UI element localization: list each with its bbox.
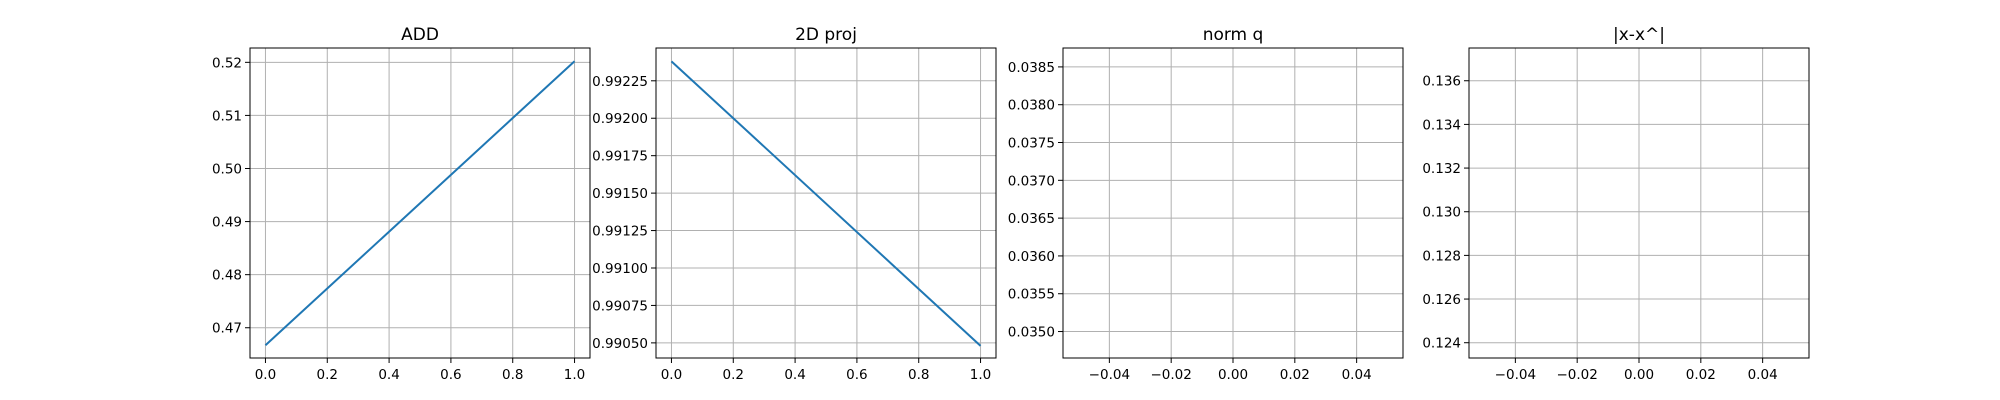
x-tick-label: 0.6 (846, 367, 867, 383)
y-tick-label: 0.99125 (592, 224, 648, 240)
y-tick-label: 0.99075 (592, 298, 648, 314)
subplot-norm-q: norm q −0.04 −0.02 0.00 0.02 0.04 0.0350 0.035… (1008, 25, 1404, 383)
x-tick-label: 0.04 (1342, 367, 1372, 383)
y-tick-label: 0.0375 (1008, 136, 1055, 152)
axes-frame (1062, 47, 1404, 359)
y-tick-label: 0.134 (1422, 117, 1461, 133)
y-tick-label: 0.99100 (592, 261, 648, 277)
y-tick-label: 0.0360 (1008, 249, 1055, 265)
y-tick-label: 0.99150 (592, 186, 648, 202)
axes-frame (655, 47, 997, 359)
y-tick-label: 0.99225 (592, 74, 648, 90)
y-tick-label: 0.0380 (1008, 98, 1055, 114)
x-tick-label: −0.04 (1089, 367, 1130, 383)
x-tick-label: 1.0 (970, 367, 991, 383)
axes-frame (1468, 47, 1810, 359)
x-tick-label: 0.6 (440, 367, 461, 383)
x-tick-label: 1.0 (564, 367, 585, 383)
y-tick-label: 0.0370 (1008, 173, 1055, 189)
y-tick-label: 0.124 (1422, 336, 1461, 352)
y-tick-label: 0.126 (1422, 292, 1461, 308)
y-tick-label: 0.51 (212, 108, 242, 124)
x-tick-label: −0.02 (1150, 367, 1191, 383)
x-tick-label: 0.2 (723, 367, 744, 383)
x-tick-label: 0.00 (1624, 367, 1654, 383)
y-tick-label: 0.136 (1422, 74, 1461, 90)
y-tick-label: 0.99050 (592, 336, 648, 352)
axes-frame (249, 47, 591, 359)
y-tick-label: 0.132 (1422, 161, 1461, 177)
y-tick-label: 0.130 (1422, 205, 1461, 221)
x-tick-label: −0.02 (1556, 367, 1597, 383)
x-tick-label: 0.8 (908, 367, 929, 383)
grid (656, 48, 996, 358)
y-tick-label: 0.0355 (1008, 287, 1055, 303)
x-tick-label: 0.00 (1218, 367, 1248, 383)
subplot-x-error: |x-x^| −0.04 −0.02 0.00 0.02 0.04 0.124 0.126 0… (1422, 25, 1810, 383)
x-tick-label: 0.0 (255, 367, 276, 383)
y-tick-label: 0.48 (212, 268, 242, 284)
x-tick-label: 0.0 (661, 367, 682, 383)
y-tick-label: 0.0350 (1008, 325, 1055, 341)
y-tick-label: 0.99200 (592, 111, 648, 127)
series-line (264, 60, 576, 346)
y-tick-label: 0.47 (212, 321, 242, 337)
subplot-add: ADD 0.0 0.2 0.4 0.6 0.8 1.0 0.47 0.48 0.49 0.50 0.… (212, 25, 591, 383)
x-tick-label: 0.04 (1748, 367, 1778, 383)
x-tick-label: 0.02 (1686, 367, 1716, 383)
chart-title: ADD (401, 25, 439, 45)
x-tick-label: 0.4 (784, 367, 805, 383)
x-tick-label: 0.02 (1280, 367, 1310, 383)
x-tick-label: 0.4 (378, 367, 399, 383)
y-tick-label: 0.99175 (592, 149, 648, 165)
grid (1063, 48, 1403, 358)
y-tick-label: 0.49 (212, 215, 242, 231)
y-tick-label: 0.0385 (1008, 60, 1055, 76)
x-tick-label: 0.8 (502, 367, 523, 383)
x-tick-label: −0.04 (1495, 367, 1536, 383)
chart-title: |x-x^| (1613, 25, 1665, 45)
y-tick-label: 0.128 (1422, 248, 1461, 264)
chart-title: norm q (1203, 25, 1264, 45)
y-tick-label: 0.0365 (1008, 211, 1055, 227)
chart-title: 2D proj (795, 25, 857, 45)
y-tick-label: 0.52 (212, 55, 242, 71)
grid (250, 48, 590, 358)
grid (1469, 48, 1809, 358)
y-tick-label: 0.50 (212, 161, 242, 177)
series-line (670, 60, 982, 347)
subplot-2d-proj: 2D proj 0.0 0.2 0.4 0.6 0.8 1.0 0.99050 0.99075… (592, 25, 997, 383)
x-tick-label: 0.2 (317, 367, 338, 383)
